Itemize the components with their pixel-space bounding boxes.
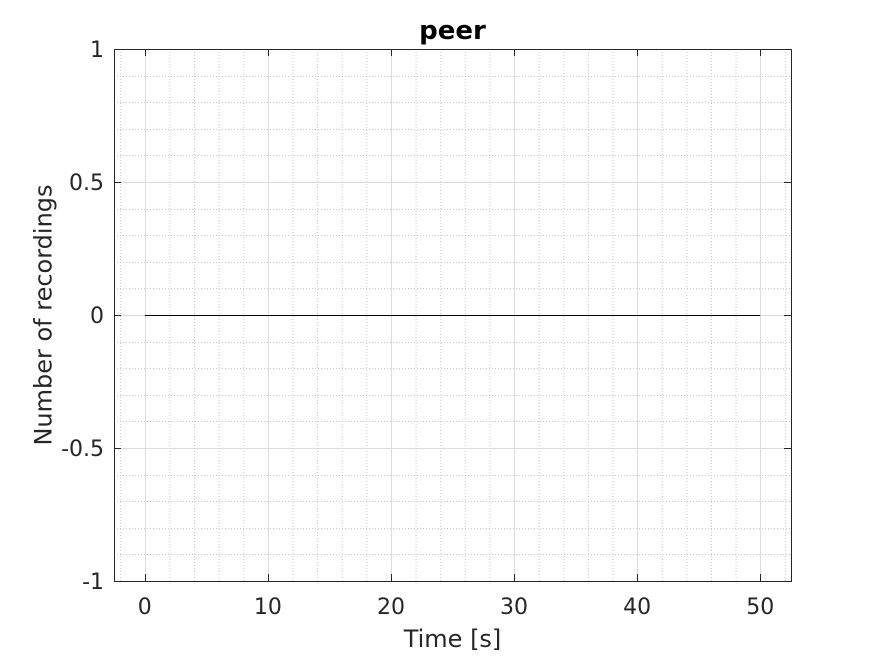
y-tick-label: -0.5: [61, 437, 104, 462]
y-tick-labels: -1 -0.5 0 0.5 1: [61, 38, 104, 595]
y-axis-label: Number of recordings: [29, 184, 57, 445]
x-tick-label: 0: [138, 595, 152, 620]
tick-marks: [114, 49, 791, 582]
y-tick-label: 1: [90, 38, 104, 63]
chart-title: peer: [419, 16, 486, 46]
x-tick-label: 10: [254, 595, 282, 620]
x-tick-labels: 0 10 20 30 40 50: [138, 595, 774, 620]
x-tick-label: 50: [746, 595, 774, 620]
minor-grid: [114, 49, 791, 581]
x-axis-label: Time [s]: [403, 625, 502, 653]
y-tick-label: 0: [90, 304, 104, 329]
x-tick-label: 40: [623, 595, 651, 620]
x-tick-label: 30: [500, 595, 528, 620]
y-tick-label: -1: [82, 570, 104, 595]
y-tick-label: 0.5: [69, 171, 104, 196]
x-tick-label: 20: [377, 595, 405, 620]
